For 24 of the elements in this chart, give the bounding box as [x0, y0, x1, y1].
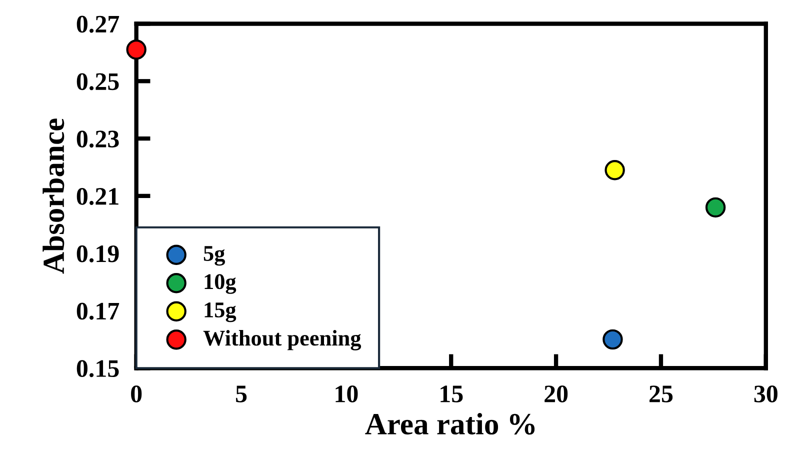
x-tick-label: 5 [236, 386, 247, 402]
y-tick-label: 0.19 [76, 245, 119, 262]
legend-label: 5g [204, 246, 226, 266]
x-tick-label: 20 [544, 386, 568, 402]
legend-label: 15g [204, 302, 236, 322]
point [604, 160, 625, 180]
x-tick-label: 0 [131, 386, 142, 402]
y-tick-label: 0.23 [76, 130, 119, 148]
y-tick-label: 0.21 [76, 188, 118, 205]
point [705, 197, 726, 218]
point [126, 39, 146, 60]
y-tick-label: 0.27 [76, 16, 120, 33]
y-tick-label: 0.25 [76, 73, 119, 90]
x-tick-label: 30 [754, 386, 778, 402]
x-tick-label: 15 [440, 386, 463, 402]
x-tick-label: 10 [336, 386, 358, 402]
x-axis-title: Area ratio % [365, 413, 535, 435]
y-tick-label: 0.17 [76, 302, 120, 320]
legend-label: Without peening [203, 330, 362, 350]
legend-label: 10g [204, 274, 236, 294]
y-axis-title: Absorbance [42, 118, 64, 274]
x-tick-label: 25 [650, 386, 673, 402]
point [602, 329, 623, 350]
y-tick-label: 0.15 [76, 360, 119, 378]
